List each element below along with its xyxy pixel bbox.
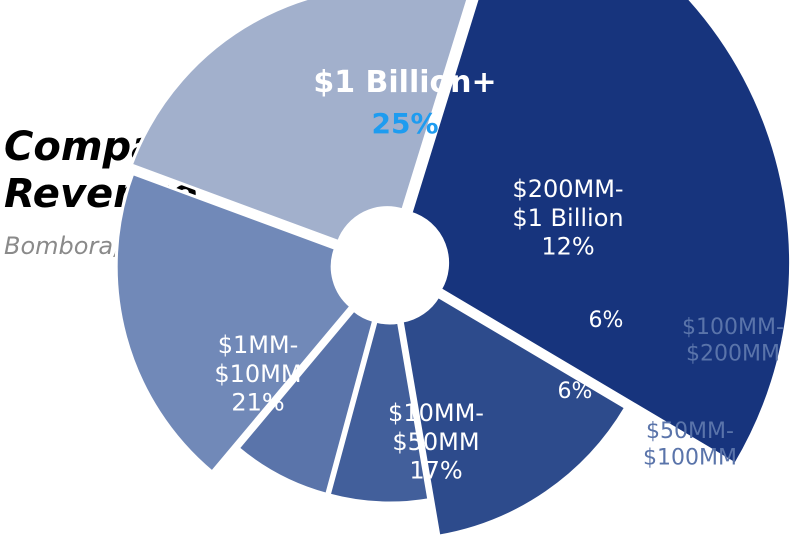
slice-label: $50MM <box>392 428 479 456</box>
pie-slice <box>114 171 353 475</box>
pie-slice <box>236 308 376 497</box>
pie-slice <box>400 294 628 538</box>
pie-slices <box>114 0 793 538</box>
slice-label: $10MM- <box>388 399 484 427</box>
slice-value-label: 12% <box>541 233 594 261</box>
slice-label: $100MM- <box>682 315 784 340</box>
slice-value-label: 25% <box>371 107 438 140</box>
pie-slice <box>327 319 431 505</box>
slice-label: $10MM <box>214 360 301 388</box>
slice-label: $50MM- <box>646 419 734 444</box>
slice-label: $200MM <box>686 341 780 366</box>
pie-center-hole <box>338 213 442 317</box>
slice-value-label: 21% <box>231 389 284 417</box>
slice-label: $1MM- <box>218 331 299 359</box>
slice-label: $1 Billion+ <box>313 65 496 100</box>
slice-value-label: 6% <box>589 308 624 333</box>
slice-value-label: 6% <box>558 379 593 404</box>
slice-label: $1 Billion <box>512 204 623 232</box>
slice-label: $200MM- <box>512 175 623 203</box>
pie-slice <box>409 0 793 467</box>
pie-slice <box>129 0 470 244</box>
slice-value-label: 17% <box>409 457 462 485</box>
slice-label: $100MM <box>643 445 737 470</box>
